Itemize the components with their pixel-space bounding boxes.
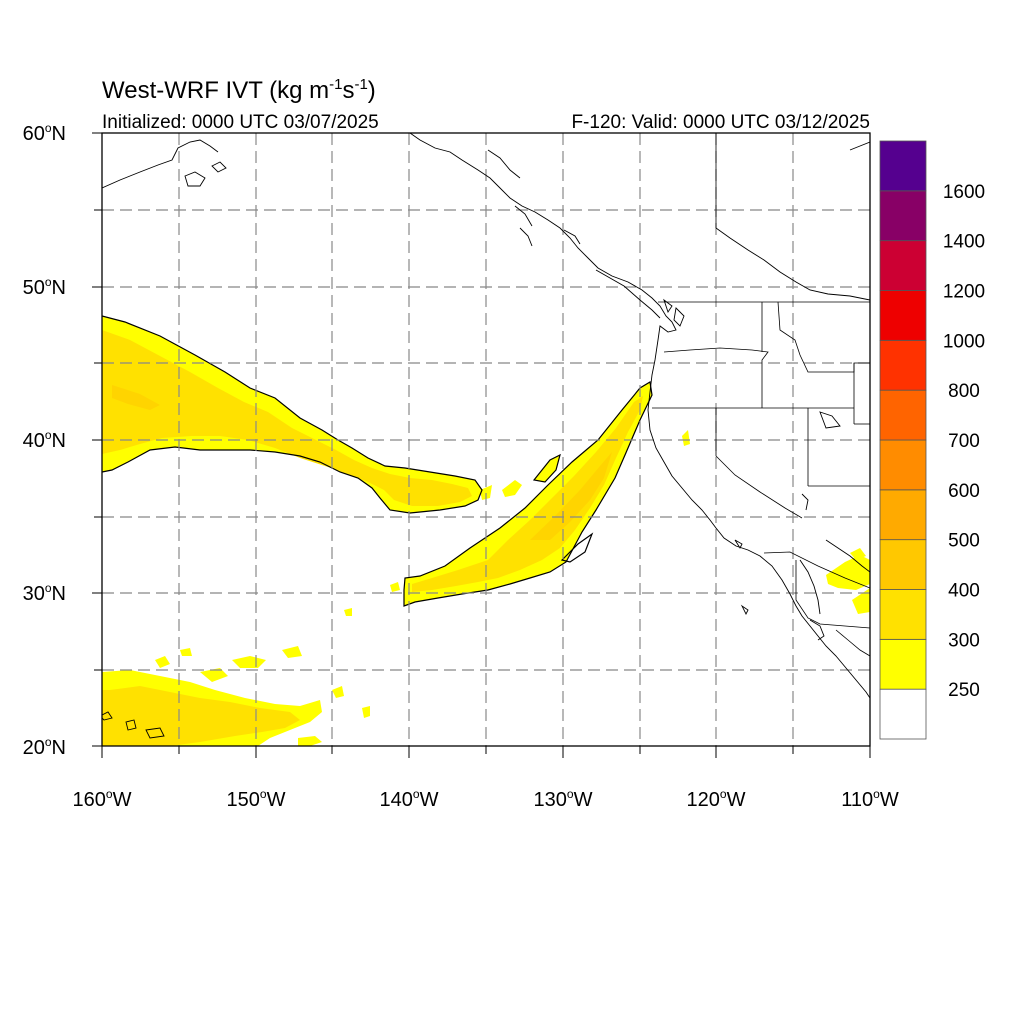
- initialized-label: Initialized: 0000 UTC 03/07/2025: [102, 112, 379, 133]
- colorbar-label: 500: [948, 531, 980, 552]
- lon-label-110: 110oW: [841, 787, 899, 811]
- coastlines: [102, 133, 870, 739]
- latitude-labels: 60oN 50oN 40oN 30oN 20oN: [23, 121, 66, 759]
- lon-label-120: 120oW: [687, 787, 746, 811]
- ivt-shading-300: [102, 330, 643, 746]
- lat-label-50: 50oN: [23, 275, 66, 299]
- colorbar-swatch: [879, 190, 927, 242]
- longitude-labels: 160oW 150oW 140oW 130oW 120oW 110oW: [73, 787, 899, 811]
- lat-label-40: 40oN: [23, 428, 66, 452]
- lon-label-140: 140oW: [380, 787, 439, 811]
- colorbar-swatch: [879, 439, 927, 491]
- colorbar-label: 1400: [943, 232, 985, 253]
- colorbar-swatch: [879, 688, 927, 740]
- colorbar: 250 300 400 500 600 700 800 1000 1200 1400 1600: [879, 140, 985, 740]
- colorbar-swatch: [879, 339, 927, 391]
- tick-marks: [92, 132, 871, 758]
- colorbar-swatch: [879, 389, 927, 441]
- ivt-contours: [102, 315, 653, 607]
- ivt-shading-core: [112, 385, 612, 540]
- colorbar-label: 300: [948, 630, 980, 651]
- colorbar-swatch: [879, 539, 927, 590]
- colorbar-swatch: [879, 240, 927, 291]
- political-borders: [652, 133, 870, 657]
- map-title: West-WRF IVT (kg m-1s-1): [102, 76, 376, 104]
- valid-time-label: F-120: Valid: 0000 UTC 03/12/2025: [571, 112, 870, 133]
- colorbar-swatch: [879, 140, 927, 192]
- lat-label-30: 30oN: [23, 581, 66, 605]
- colorbar-label: 400: [948, 581, 980, 602]
- colorbar-label: 800: [948, 381, 980, 402]
- colorbar-label: 250: [948, 680, 980, 701]
- colorbar-swatch: [879, 589, 927, 640]
- colorbar-label: 600: [948, 481, 980, 502]
- colorbar-label: 1000: [943, 331, 985, 352]
- ivt-map: [102, 133, 870, 746]
- lon-label-150: 150oW: [227, 787, 286, 811]
- colorbar-label: 1200: [943, 282, 985, 303]
- lat-label-20: 20oN: [23, 735, 66, 759]
- colorbar-swatch: [879, 489, 927, 541]
- lon-label-160: 160oW: [73, 787, 132, 811]
- colorbar-swatch: [879, 638, 927, 690]
- colorbar-swatch: [879, 290, 927, 341]
- lon-label-130: 130oW: [534, 787, 593, 811]
- lat-label-60: 60oN: [23, 121, 66, 145]
- colorbar-label: 1600: [943, 182, 985, 203]
- colorbar-label: 700: [948, 431, 980, 452]
